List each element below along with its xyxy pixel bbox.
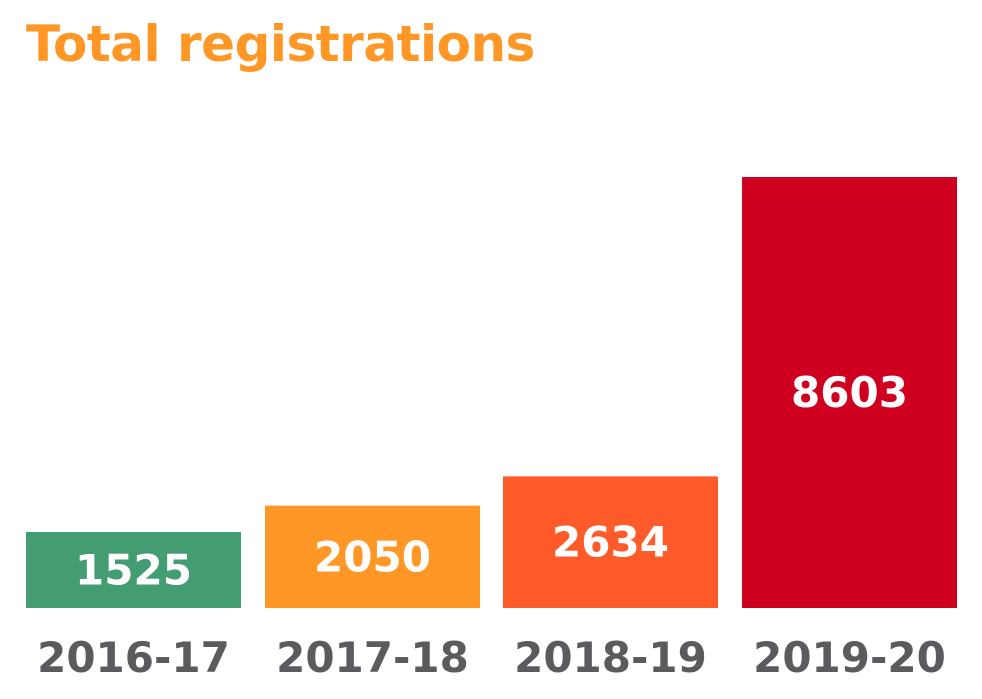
chart-title: Total registrations [26, 15, 535, 73]
bar-2017-18 [265, 505, 480, 608]
bar-2016-17 [26, 532, 241, 608]
bar-value-label: 2634 [552, 518, 669, 567]
category-label: 2018-19 [514, 633, 707, 682]
bar-2019-20 [742, 177, 957, 608]
bar-value-label: 2050 [314, 532, 431, 581]
bar-value-label: 1525 [75, 546, 192, 595]
category-label: 2017-18 [276, 633, 469, 682]
bar-2018-19 [503, 476, 718, 608]
category-label: 2019-20 [753, 633, 946, 682]
bar-value-label: 8603 [791, 368, 908, 417]
category-label: 2016-17 [37, 633, 230, 682]
